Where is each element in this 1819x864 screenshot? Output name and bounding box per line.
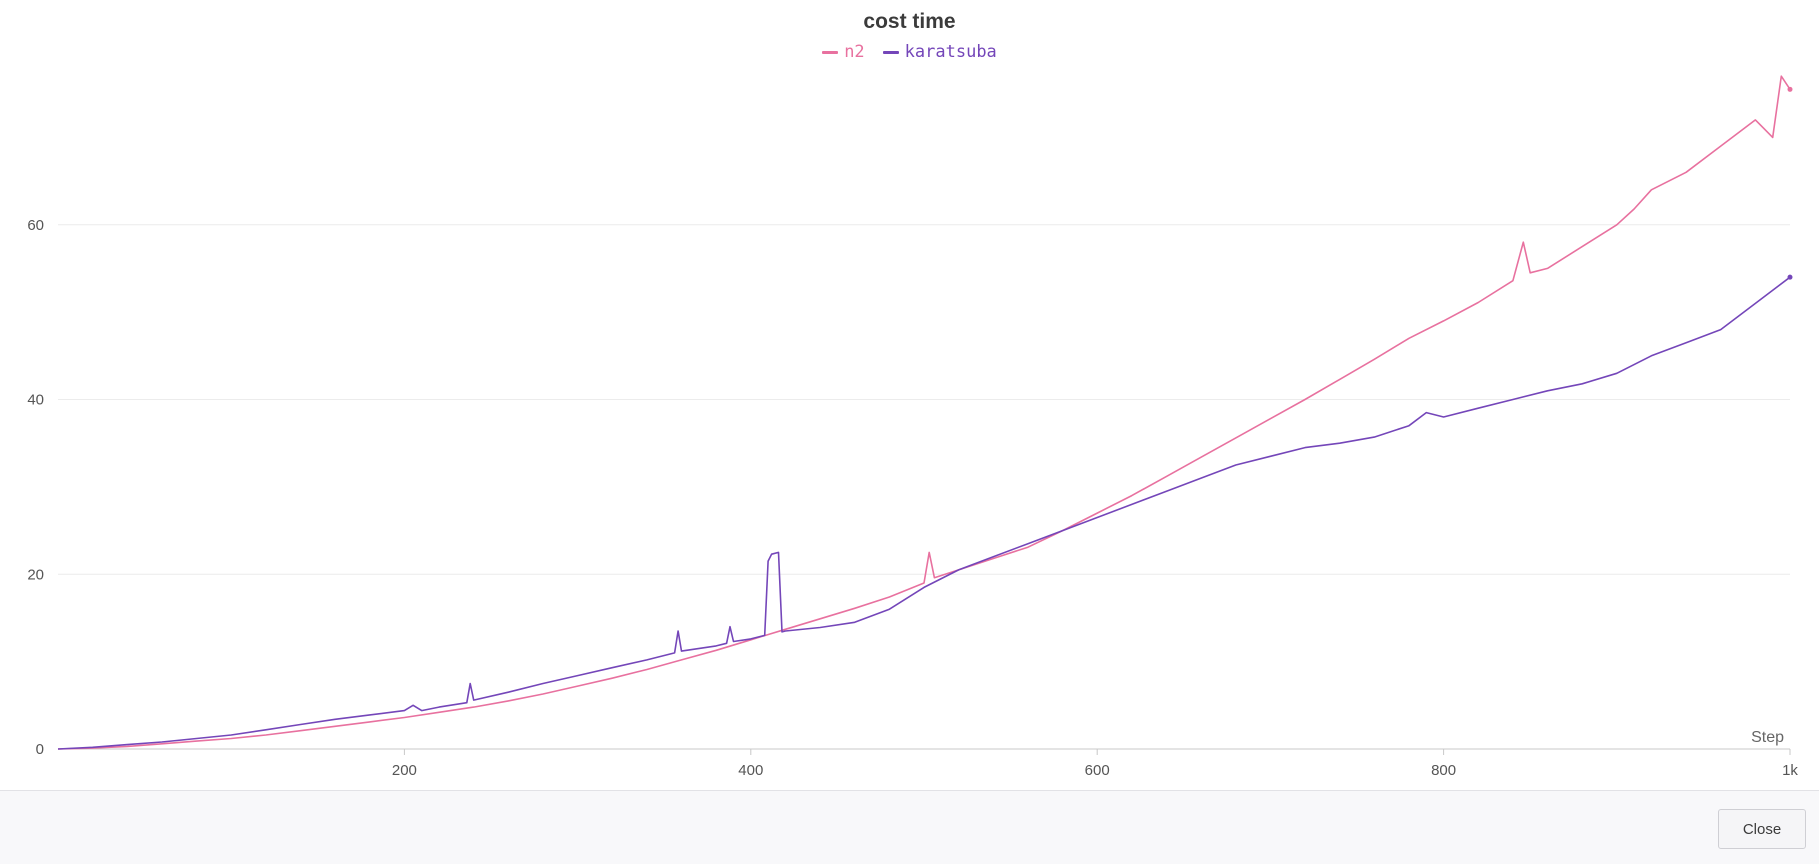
series-endpoint-karatsuba <box>1787 274 1793 280</box>
y-tick-label: 60 <box>27 217 44 234</box>
series-line-karatsuba <box>57 276 1791 750</box>
legend-swatch <box>822 50 839 54</box>
legend-item-n2[interactable]: n2 <box>822 42 865 62</box>
legend-swatch <box>882 50 899 54</box>
x-tick-label: 600 <box>1085 762 1110 779</box>
x-tick-label: 200 <box>392 762 417 779</box>
y-tick-label: 20 <box>27 566 44 583</box>
legend-label: n2 <box>844 42 865 62</box>
x-tick-label: 1k <box>1782 762 1798 779</box>
series-line-n2 <box>57 75 1791 750</box>
chart-legend: n2 karatsuba <box>0 42 1819 62</box>
y-tick-label: 0 <box>36 741 44 758</box>
series-endpoint-n2 <box>1787 86 1793 92</box>
y-tick-label: 40 <box>27 392 44 409</box>
x-tick-label: 800 <box>1431 762 1456 779</box>
chart-plot-area[interactable]: 0 20 40 60 200 400 600 800 1k Step <box>0 0 1819 790</box>
close-button[interactable]: Close <box>1718 809 1806 849</box>
x-axis-label: Step <box>1751 729 1784 746</box>
chart-title: cost time <box>863 10 956 33</box>
legend-label: karatsuba <box>904 42 997 62</box>
legend-item-karatsuba[interactable]: karatsuba <box>882 42 997 62</box>
x-tick-label: 400 <box>738 762 763 779</box>
chart: cost time n2 karatsuba 0 20 40 60 200 400 600 80… <box>0 0 1819 790</box>
dialog-footer: Close <box>0 790 1819 864</box>
